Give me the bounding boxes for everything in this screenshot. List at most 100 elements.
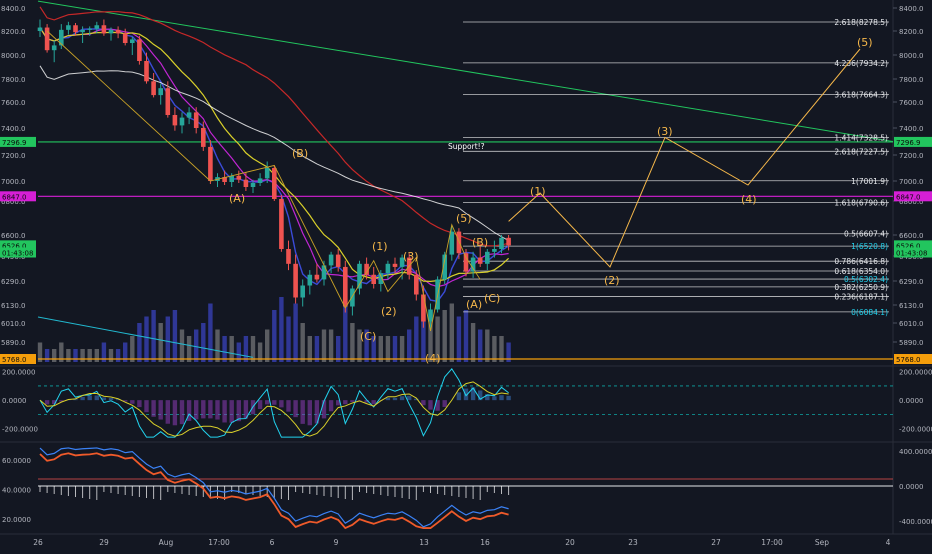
candle-body [123,33,128,43]
price-axis-label-right: 7400.0 [899,125,924,133]
osc-axis-label-right: -400.0000 [899,518,932,526]
cci-histogram-bar [428,400,432,410]
price-axis-label-left: 6600.0 [1,232,26,240]
price-axis-label-left: 8000.0 [1,52,26,60]
cci-histogram-bar [393,398,397,400]
cci-histogram-bar [194,400,198,419]
volume-bar [80,349,84,362]
volume-bar [308,336,312,362]
volume-bar [201,323,205,362]
candle-body [38,28,43,31]
volume-bar [386,336,390,362]
volume-bar [45,349,49,362]
fib-level-label: 0.236(6187.1) [834,292,888,301]
volume-bar [130,336,134,362]
volume-bar [151,310,155,362]
cci-axis-label-left: -200.0000 [2,426,38,434]
volume-bar [457,317,461,363]
candle-body [237,176,242,180]
volume-bar [393,336,397,362]
wave-label-history: (1) [372,240,388,253]
volume-bar [180,330,184,363]
wave-label: (4) [741,193,757,206]
wave-label: (2) [604,274,620,287]
candle-body [194,112,199,128]
candle-body [336,255,341,267]
cci-histogram-bar [301,400,305,424]
volume-bar [492,336,496,362]
fib-level-label: 4.236(7934.2) [834,59,888,68]
candle-body [151,81,156,95]
volume-bar [499,336,503,362]
volume-bar [230,336,234,362]
candle-body [428,310,433,322]
cci-histogram-bar [159,400,163,419]
cci-histogram-bar [130,400,134,404]
price-axis-label-right: 8200.0 [899,28,924,36]
volume-bar [109,349,113,362]
volume-bar [95,349,99,362]
time-axis-label: Sep [815,538,829,547]
candle-body [343,267,348,307]
osc-axis-label-left: 40.0000 [2,486,31,494]
wave-label: Support!? [448,142,485,151]
price-axis-label-left: 7000.0 [1,178,26,186]
volume-bar [443,310,447,362]
fib-level-label: 0.786(6416.8) [834,257,888,266]
candle-body [166,88,171,115]
volume-bar [208,304,212,363]
wave-label: (1) [530,185,546,198]
candle-body [52,45,57,50]
candle-body [265,168,270,178]
wave-label: (B) [292,147,308,160]
price-badge-left-text: 5768.0 [2,356,27,364]
cci-histogram-bar [308,400,312,425]
wave-label-history: (5) [456,212,472,225]
price-axis-label-right: 6290.0 [899,278,924,286]
candle-body [180,118,185,126]
cci-histogram-bar [499,395,503,400]
price-axis-label-left: 7600.0 [1,99,26,107]
candle-body [421,295,426,322]
time-axis-label: 20 [565,538,575,547]
volume-bar [73,349,77,362]
price-axis-label-left: 5890.0 [1,339,26,347]
volume-bar [166,317,170,363]
cci-histogram-bar [322,400,326,418]
cci-histogram-bar [208,400,212,418]
volume-bar [414,317,418,363]
fib-level-label: 2.618(8278.5) [834,18,888,27]
candle-body [414,275,419,295]
candle-body [485,252,490,264]
price-axis-label-right: 6130.0 [899,302,924,310]
cci-histogram-bar [279,400,283,407]
candle-body [279,199,284,249]
volume-bar [301,323,305,362]
fib-level-label: 2.618(7227.5) [834,147,888,156]
price-axis-label-left: 8200.0 [1,28,26,36]
price-axis-label-left: 7800.0 [1,76,26,84]
wave-label-history: (B) [472,236,488,249]
volume-bar [400,336,404,362]
cci-histogram-bar [88,395,92,400]
candle-body [258,178,263,183]
candle-body [329,255,334,266]
price-badge-left-text: 6847.0 [2,193,27,201]
cci-histogram-bar [293,400,297,417]
candle-body [350,289,355,307]
fib-level-label: 3.618(7664.3) [834,91,888,100]
time-axis-label: 13 [419,538,429,547]
time-axis-label: 26 [33,538,43,547]
cci-histogram-bar [230,400,234,423]
volume-bar [329,330,333,363]
fib-level-label: 0(6084.1) [851,308,888,317]
cci-axis-label-right: 0.0000 [899,397,924,405]
candle-body [158,88,163,95]
volume-bar [478,330,482,363]
candle-body [386,264,391,273]
volume-bar [66,349,70,362]
cci-histogram-bar [144,400,148,412]
volume-bar [173,310,177,362]
cci-histogram-bar [329,400,333,411]
